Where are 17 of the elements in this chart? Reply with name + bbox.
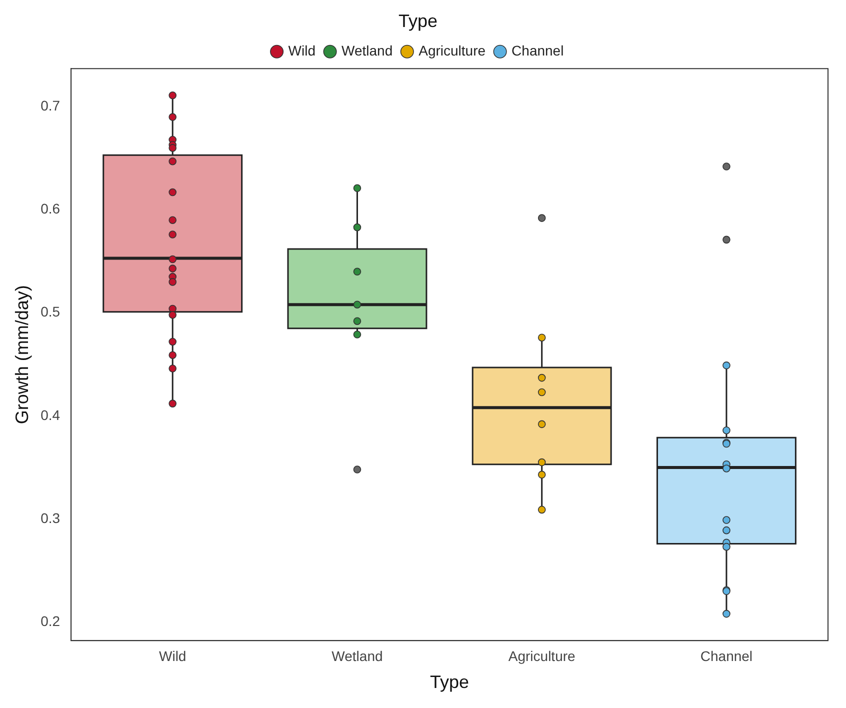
y-axis-title: Growth (mm/day) — [12, 285, 32, 424]
legend-label: Agriculture — [418, 42, 486, 58]
y-tick-label: 0.6 — [40, 200, 60, 217]
legend-label: Wetland — [342, 42, 393, 58]
x-tick-label: Wild — [158, 648, 186, 664]
legend-label: Channel — [512, 42, 564, 58]
y-tick-label: 0.3 — [40, 510, 60, 526]
x-tick-label: Channel — [700, 648, 753, 664]
legend-label: Wild — [288, 42, 316, 58]
y-tick-label: 0.5 — [40, 304, 60, 320]
x-tick-label: Wetland — [332, 648, 383, 664]
y-tick-label: 0.4 — [40, 406, 60, 423]
y-tick-label: 0.7 — [40, 98, 60, 114]
x-tick-label: Agriculture — [508, 648, 576, 664]
y-tick-label: 0.2 — [40, 612, 60, 629]
x-axis-title: Type — [430, 672, 470, 692]
legend-title: Type — [398, 10, 438, 31]
